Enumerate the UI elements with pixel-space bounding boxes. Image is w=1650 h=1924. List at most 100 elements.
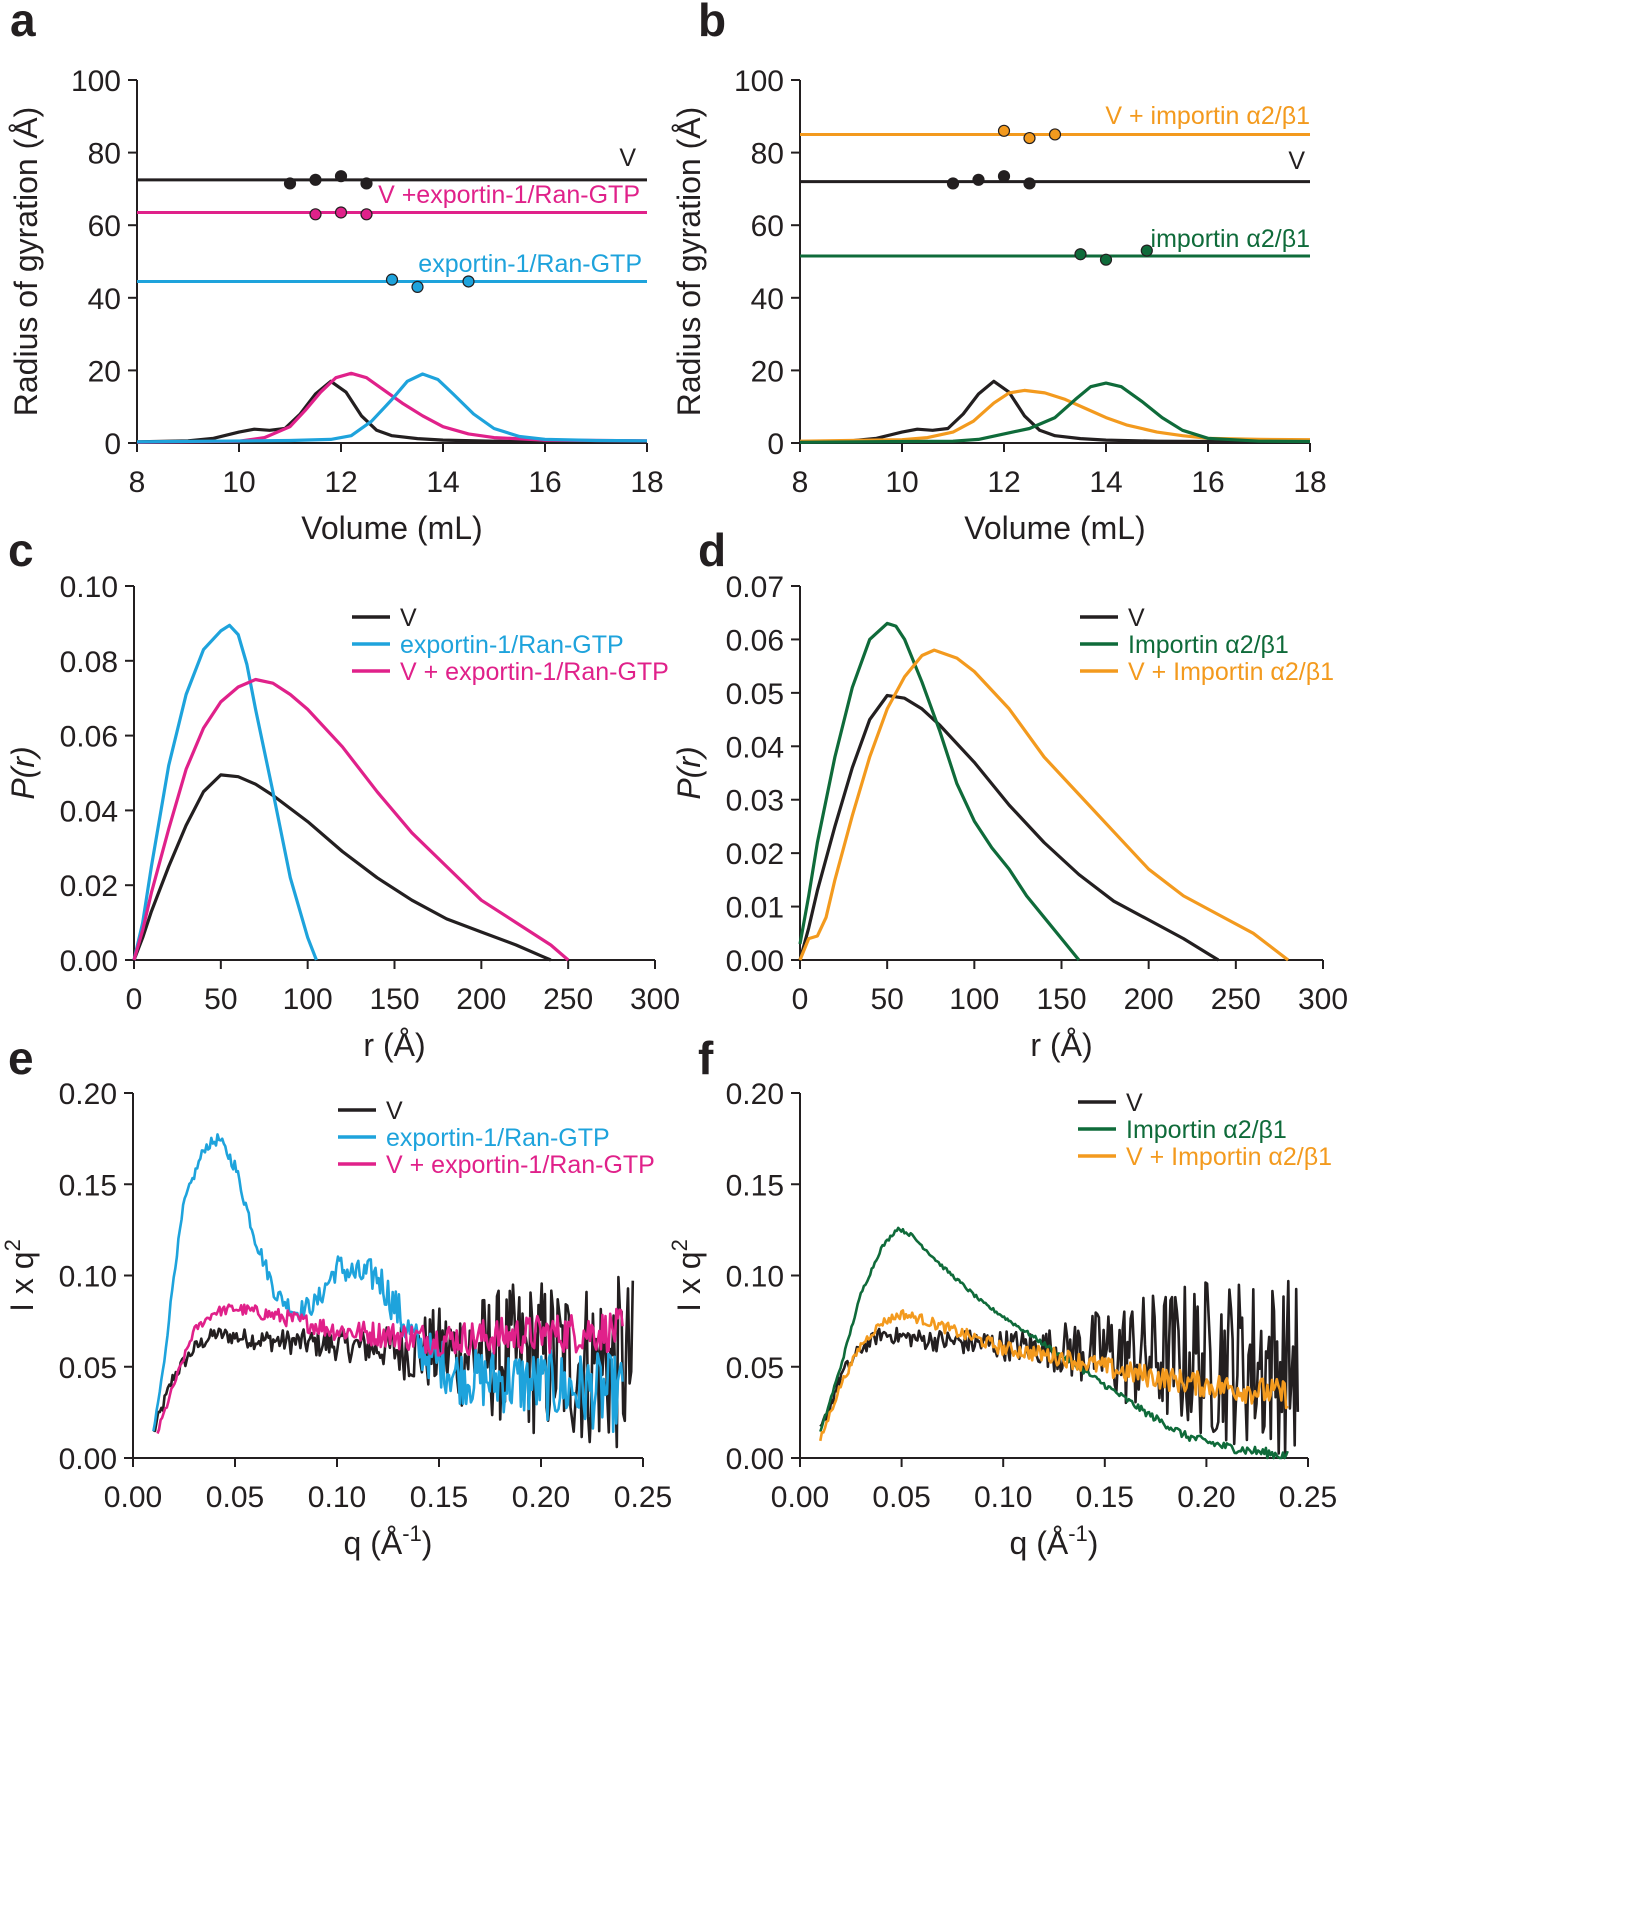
y-tick-label: 60 [751, 210, 784, 243]
x-tick-label: 50 [204, 983, 237, 1016]
rg-point [385, 273, 399, 286]
y-tick-label: 20 [88, 355, 121, 388]
y-tick-label: 0.05 [726, 678, 784, 711]
rg-point [360, 208, 373, 221]
panel-b: b 8 10 12 14 16 18 0 20 40 60 80 100 Volume (mL) Radiu… [671, 0, 1327, 546]
x-tick-label: 8 [792, 466, 809, 499]
x-tick-label: 250 [543, 983, 593, 1016]
y-tick-label: 0.15 [726, 1169, 784, 1202]
x-tick-label: 0.00 [771, 1481, 829, 1514]
panel-e: e 0.00 0.05 0.10 0.15 0.20 0.25 0.00 0.05 0.10 0.1… [0, 1032, 672, 1561]
x-tick-label: 14 [1089, 466, 1122, 499]
x-tick-label: 10 [885, 466, 918, 499]
y-axis-label: P(r) [5, 746, 41, 799]
x-tick-label: 0.00 [104, 1481, 162, 1514]
series-line-V [132, 773, 552, 962]
y-tick-label: 0.10 [726, 1261, 784, 1294]
y-axis-label: P(r) [671, 746, 707, 799]
rg-point [334, 170, 348, 183]
elution-curve-exportin [136, 372, 648, 444]
y-tick-label: 0.00 [60, 945, 118, 978]
x-axis-label: Volume (mL) [301, 510, 482, 546]
x-tick-label: 150 [1036, 983, 1086, 1016]
rg-point [1048, 128, 1062, 141]
x-tick-label: 0.20 [512, 1481, 570, 1514]
y-tick-label: 0.00 [59, 1443, 117, 1476]
x-tick-label: 16 [1191, 466, 1224, 499]
y-tick-label: 40 [751, 283, 784, 316]
series-line-V [798, 693, 1220, 962]
y-tick-label: 0.00 [726, 1443, 784, 1476]
x-tick-label: 300 [1298, 983, 1348, 1016]
y-tick-label: 0.00 [726, 945, 784, 978]
panel-a: a 8 10 12 14 16 18 0 20 40 60 80 100 Volume (mL) Radiu… [8, 0, 664, 546]
panel-letter: c [8, 524, 34, 576]
y-axis-label: Radius of gyration (Å) [8, 107, 44, 416]
rg-point [1074, 248, 1087, 261]
rg-point [1140, 244, 1153, 257]
y-tick-label: 0.03 [726, 785, 784, 818]
x-tick-label: 50 [870, 983, 903, 1016]
legend-label: V [400, 604, 417, 632]
rg-point [1099, 253, 1113, 266]
rg-point [309, 208, 322, 221]
x-tick-label: 8 [129, 466, 146, 499]
rg-point [1023, 177, 1036, 190]
x-tick-label: 12 [987, 466, 1020, 499]
y-tick-label: 0.15 [59, 1169, 117, 1202]
x-axis-label: Volume (mL) [964, 510, 1145, 546]
rg-point [946, 177, 960, 190]
x-tick-label: 200 [1124, 983, 1174, 1016]
y-tick-label: 100 [71, 65, 121, 98]
x-tick-label: 0 [792, 983, 809, 1016]
rg-label-V: V [619, 144, 636, 172]
panel-letter: f [698, 1032, 714, 1084]
x-axis-label: q (Å-1) [1010, 1521, 1099, 1561]
x-tick-label: 18 [630, 466, 663, 499]
y-tick-label: 0.06 [60, 721, 118, 754]
y-tick-label: 0.02 [60, 870, 118, 903]
x-tick-label: 0.20 [1177, 1481, 1235, 1514]
x-tick-label: 0.05 [872, 1481, 930, 1514]
y-tick-label: 0.04 [60, 795, 118, 828]
x-tick-label: 100 [949, 983, 999, 1016]
y-tick-label: 100 [734, 65, 784, 98]
y-tick-label: 0.04 [726, 731, 784, 764]
y-tick-label: 0.08 [60, 646, 118, 679]
y-tick-label: 0.20 [726, 1078, 784, 1111]
elution-curve-importin [799, 381, 1311, 444]
x-tick-label: 100 [283, 983, 333, 1016]
x-axis-label: r (Å) [1030, 1027, 1092, 1063]
panel-letter: a [10, 0, 36, 46]
y-axis-label: I x q2 [667, 1239, 707, 1312]
x-tick-label: 200 [456, 983, 506, 1016]
series-line-exportin [132, 623, 318, 961]
rg-point [462, 275, 475, 288]
series-line-V_importin [798, 648, 1290, 962]
rg-point [283, 177, 297, 190]
x-tick-label: 250 [1211, 983, 1261, 1016]
x-axis-label: r (Å) [363, 1027, 425, 1063]
x-axis-label: q (Å-1) [344, 1521, 433, 1561]
series-line-V [819, 1279, 1300, 1456]
rg-point [309, 173, 322, 186]
y-tick-label: 0.20 [59, 1078, 117, 1111]
y-tick-label: 0.05 [59, 1352, 117, 1385]
x-tick-label: 10 [222, 466, 255, 499]
x-tick-label: 0.15 [410, 1481, 468, 1514]
x-tick-label: 150 [369, 983, 419, 1016]
x-tick-label: 0.10 [308, 1481, 366, 1514]
series-line-exportin [152, 1133, 624, 1433]
panel-d: d 0 50 100 150 200 250 300 0.00 0.01 0.02 0.03 0.04 0… [671, 524, 1348, 1063]
legend-label: Importin α2/β1 [1126, 1116, 1287, 1144]
y-tick-label: 20 [751, 355, 784, 388]
y-axis-label: I x q2 [0, 1239, 40, 1312]
x-tick-label: 18 [1293, 466, 1326, 499]
x-tick-label: 16 [528, 466, 561, 499]
y-tick-label: 0.07 [726, 571, 784, 604]
x-tick-label: 300 [630, 983, 680, 1016]
rg-label-V: V [1288, 147, 1305, 175]
rg-label-importin: importin α2/β1 [1151, 225, 1310, 253]
legend-label: V [1128, 604, 1145, 632]
x-tick-label: 0.25 [614, 1481, 672, 1514]
